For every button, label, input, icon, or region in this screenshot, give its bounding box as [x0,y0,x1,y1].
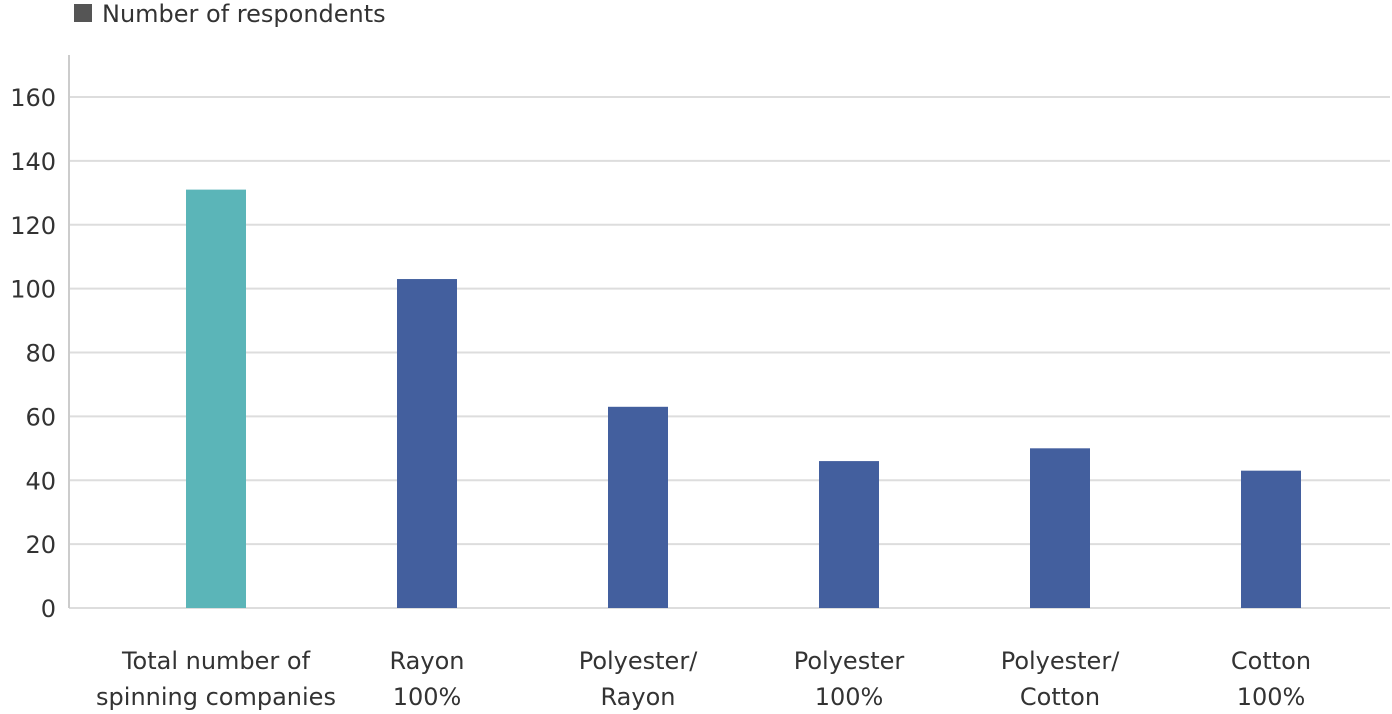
x-category-label-line: 100% [1237,683,1306,711]
bar [186,189,246,608]
y-tick-label: 100 [10,276,56,304]
gridlines [69,96,1390,609]
y-tick-label: 60 [25,403,56,431]
x-axis-category-labels: Total number of spinning companies Rayon 10… [96,647,1311,711]
x-category-label-line: Cotton [1231,647,1311,675]
x-category-label: Polyester/Cotton [1001,647,1120,711]
bar [608,406,668,608]
legend: Number of respondents [74,0,386,28]
x-category-label-line: 100% [815,683,884,711]
bar [397,279,457,608]
x-category-label: Rayon 100% [390,647,465,711]
x-category-label-line: Polyester [794,647,905,675]
x-category-label: Total number of spinning companies [96,647,336,711]
bar [819,461,879,608]
bar [1241,470,1301,608]
x-category-label-line: Polyester/ [1001,647,1120,675]
x-category-label: Polyester/Rayon [579,647,698,711]
y-tick-label: 80 [25,340,56,368]
y-axis-tick-labels: 0 20 40 60 80 100 120 140 160 [10,84,56,623]
x-category-label-line: spinning companies [96,683,336,711]
y-tick-label: 160 [10,84,56,112]
y-tick-label: 40 [25,467,56,495]
bar [1030,448,1090,608]
y-tick-label: 140 [10,148,56,176]
x-category-label-line: 100% [393,683,462,711]
y-tick-label: 120 [10,212,56,240]
bars [186,189,1301,608]
x-category-label-line: Total number of [121,647,311,675]
x-category-label-line: Cotton [1020,683,1100,711]
x-category-label-line: Polyester/ [579,647,698,675]
y-tick-label: 0 [41,595,56,623]
x-category-label: Polyester 100% [794,647,905,711]
x-category-label-line: Rayon [601,683,676,711]
legend-swatch [74,4,92,22]
x-category-label-line: Rayon [390,647,465,675]
legend-label: Number of respondents [102,0,386,28]
x-category-label: Cotton 100% [1231,647,1311,711]
y-tick-label: 20 [25,531,56,559]
